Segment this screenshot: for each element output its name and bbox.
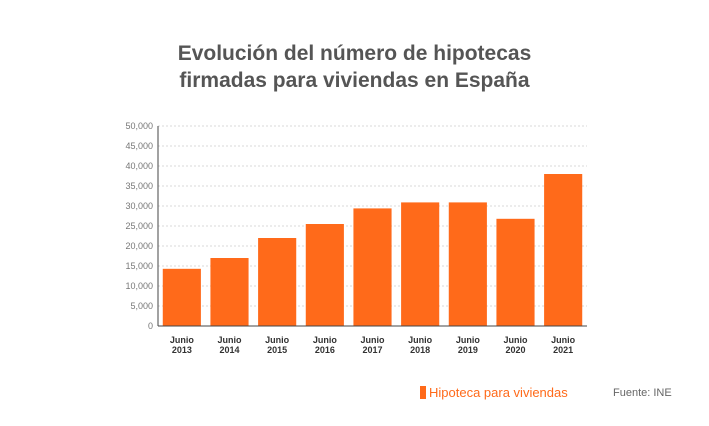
- x-tick-label: Junio: [408, 335, 433, 345]
- legend-label: Hipoteca para viviendas: [429, 385, 568, 400]
- bar: [544, 174, 583, 326]
- bars: [162, 174, 583, 326]
- y-tick-label: 45,000: [125, 141, 153, 151]
- x-tick-label: Junio: [361, 335, 386, 345]
- bar: [496, 218, 535, 326]
- x-tick-label: Junio: [456, 335, 481, 345]
- y-tick-label: 15,000: [125, 261, 153, 271]
- x-tick-label: Junio: [504, 335, 529, 345]
- chart-title-line-2: firmadas para viviendas en España: [179, 69, 530, 92]
- y-tick-label: 20,000: [125, 241, 153, 251]
- bar: [401, 202, 440, 326]
- bar: [162, 268, 201, 326]
- x-tick-label: 2013: [172, 345, 192, 355]
- chart-title-line-1: Evolución del número de hipotecas: [177, 42, 532, 65]
- x-tick-label: 2020: [505, 345, 525, 355]
- bar: [210, 258, 249, 326]
- y-tick-label: 0: [148, 321, 153, 331]
- x-tick-label: 2016: [315, 345, 335, 355]
- x-tick-label: Junio: [265, 335, 290, 345]
- y-axis-tick-labels: 0 5,000 10,000 15,000 20,000 25,000 30,000 35,0…: [125, 121, 153, 331]
- bar: [353, 208, 392, 326]
- x-tick-label: Junio: [313, 335, 338, 345]
- source-note: Fuente: INE: [613, 387, 672, 399]
- y-tick-label: 30,000: [125, 201, 153, 211]
- bar: [305, 224, 344, 326]
- y-tick-label: 5,000: [130, 301, 153, 311]
- x-tick-label: 2021: [553, 345, 573, 355]
- y-tick-label: 50,000: [125, 121, 153, 131]
- x-tick-label: Junio: [170, 335, 195, 345]
- x-tick-label: Junio: [551, 335, 576, 345]
- legend-swatch: [420, 386, 426, 399]
- y-tick-label: 10,000: [125, 281, 153, 291]
- x-axis-tick-labels: Junio2013Junio2014Junio2015Junio2016Juni…: [170, 335, 576, 355]
- x-tick-label: 2017: [362, 345, 382, 355]
- y-tick-label: 35,000: [125, 181, 153, 191]
- y-tick-label: 25,000: [125, 221, 153, 231]
- x-tick-label: 2019: [458, 345, 478, 355]
- x-tick-label: Junio: [218, 335, 243, 345]
- bar: [448, 202, 487, 326]
- chart-title: Evolución del número de hipotecas firmad…: [0, 40, 709, 94]
- x-tick-label: 2014: [219, 345, 239, 355]
- y-tick-label: 40,000: [125, 161, 153, 171]
- bar: [258, 238, 297, 326]
- x-tick-label: 2015: [267, 345, 287, 355]
- legend: Hipoteca para viviendas: [420, 385, 568, 400]
- x-tick-label: 2018: [410, 345, 430, 355]
